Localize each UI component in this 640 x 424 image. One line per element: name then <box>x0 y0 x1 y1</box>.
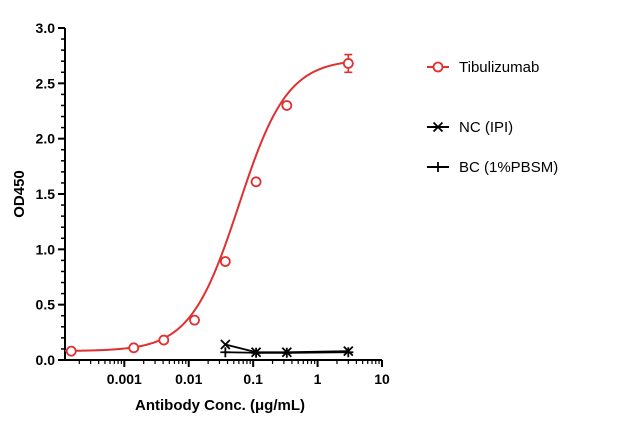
x-axis-title: Antibody Conc. (μg/mL) <box>135 397 305 414</box>
data-point <box>65 345 77 357</box>
legend-item-0: Tibulizumab <box>427 59 539 76</box>
legend-label: BC (1%PBSM) <box>459 159 558 176</box>
data-point <box>220 339 231 350</box>
legend: Tibulizumab NC (IPI) BC (1%PBSM) <box>427 59 558 176</box>
data-point <box>220 347 231 358</box>
x-tick-label: 0.1 <box>243 371 263 387</box>
data-point <box>128 342 140 354</box>
legend-label: Tibulizumab <box>459 59 539 76</box>
x-tick-label: 1 <box>314 371 322 387</box>
data-point <box>281 100 293 111</box>
axes: 0.0 0.5 1.0 1.5 2.0 2.5 3.0 0.001 0.01 0.1 1 10 <box>36 20 390 387</box>
y-tick-label: 3.0 <box>36 20 56 36</box>
x-tick-label: 10 <box>374 371 390 387</box>
legend-item-1: NC (IPI) <box>427 119 513 136</box>
series-0 <box>64 53 354 357</box>
data-point <box>158 334 170 346</box>
data-point <box>219 256 231 267</box>
data-point <box>342 58 354 69</box>
data-point <box>189 314 200 326</box>
data-point <box>343 347 354 358</box>
y-tick-label: 0.0 <box>36 352 56 368</box>
legend-label: NC (IPI) <box>459 119 513 136</box>
x-tick-label: 0.01 <box>175 371 202 387</box>
data-point <box>281 347 292 358</box>
y-tick-label: 2.0 <box>36 131 56 147</box>
legend-marker <box>432 121 444 133</box>
legend-marker <box>432 61 444 73</box>
data-point <box>251 347 262 358</box>
series-line <box>225 351 349 354</box>
legend-marker <box>433 162 443 172</box>
y-tick-label: 2.5 <box>36 75 56 91</box>
fit-curve <box>64 61 349 352</box>
legend-item-2: BC (1%PBSM) <box>427 159 558 176</box>
y-tick-label: 1.0 <box>36 241 56 257</box>
x-tick-label: 0.001 <box>107 371 142 387</box>
data-point <box>250 176 262 188</box>
plot-area <box>64 53 354 358</box>
y-tick-label: 0.5 <box>36 297 56 313</box>
series-2 <box>220 347 354 358</box>
y-axis-title: OD450 <box>11 170 28 218</box>
y-tick-label: 1.5 <box>36 186 56 202</box>
